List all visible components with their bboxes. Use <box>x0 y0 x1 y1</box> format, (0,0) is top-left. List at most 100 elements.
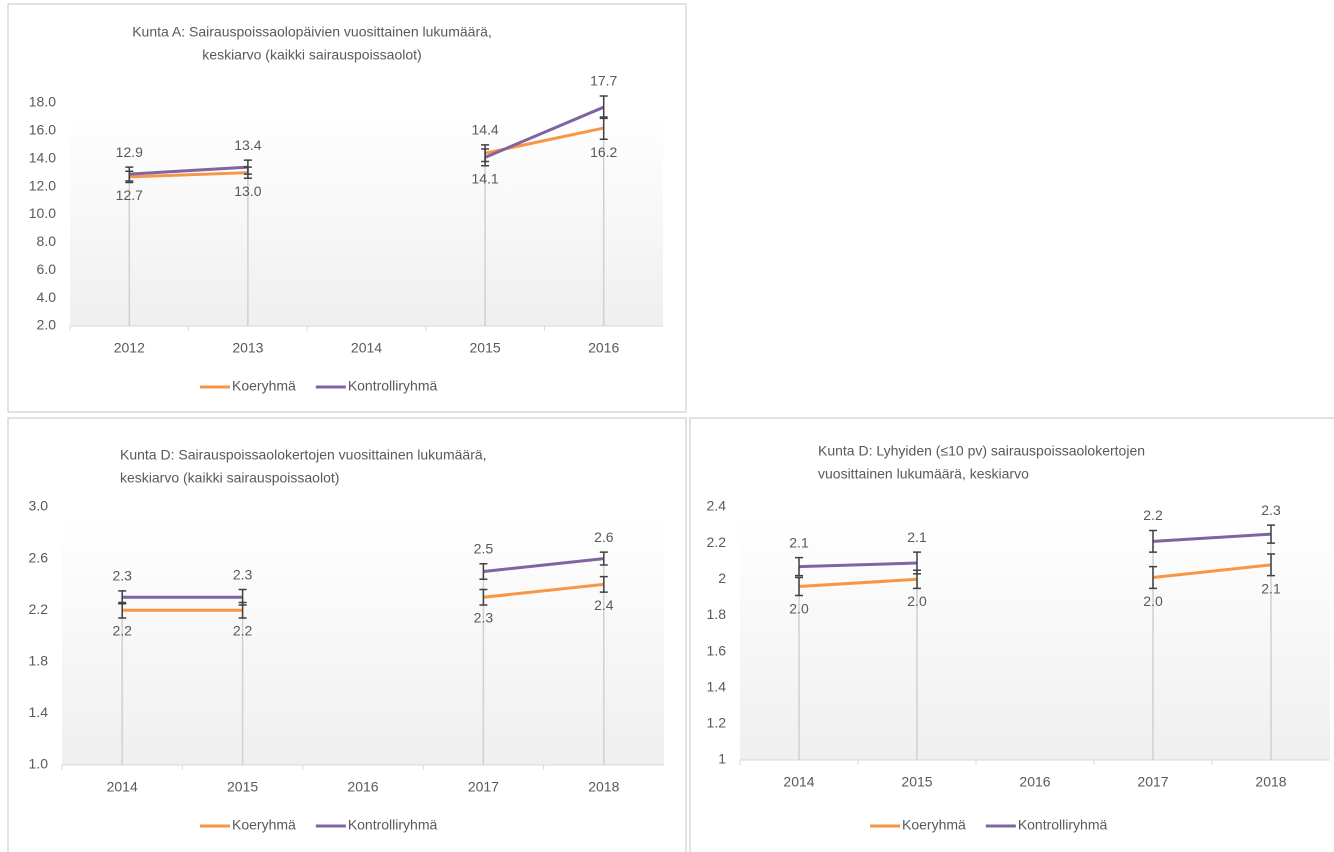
y-tick-label: 3.0 <box>29 498 49 514</box>
x-tick-label: 2014 <box>107 779 138 795</box>
y-tick-label: 18.0 <box>29 94 56 110</box>
data-label: 2.3 <box>1261 502 1281 518</box>
series-line <box>1152 532 1272 543</box>
y-tick-label: 2.2 <box>707 534 727 550</box>
error-bar <box>795 556 803 577</box>
data-label: 2.0 <box>1143 593 1163 609</box>
data-label: 2.1 <box>1261 580 1281 596</box>
x-tick-label: 2013 <box>232 340 263 356</box>
error-bar <box>243 159 252 175</box>
series-line <box>484 105 605 159</box>
x-tick-label: 2016 <box>1019 774 1050 790</box>
y-tick-label: 12.0 <box>29 177 56 193</box>
data-label: 2.1 <box>907 529 927 545</box>
y-tick-label: 14.0 <box>29 149 56 165</box>
x-tick-label: 2014 <box>351 340 382 356</box>
data-label: 2.2 <box>112 623 132 639</box>
y-tick-label: 1.2 <box>707 715 727 731</box>
legend-label: Koeryhmä <box>232 378 296 394</box>
x-tick-label: 2017 <box>1137 774 1168 790</box>
data-label: 2.2 <box>1143 507 1163 523</box>
x-tick-label: 2012 <box>114 340 145 356</box>
y-tick-label: 1.4 <box>707 678 727 694</box>
data-label: 14.1 <box>471 170 498 186</box>
y-tick-label: 2 <box>718 570 726 586</box>
x-tick-label: 2015 <box>227 779 258 795</box>
data-label: 2.2 <box>233 623 253 639</box>
plot-area <box>62 517 664 765</box>
legend-label: Kontrolliryhmä <box>348 378 438 394</box>
legend-label: Kontrolliryhmä <box>348 817 438 833</box>
data-label: 2.3 <box>474 610 494 626</box>
error-bar <box>1149 529 1157 553</box>
series-line <box>798 561 918 569</box>
chart-title: Kunta A: Sairauspoissaolopäivien vuositt… <box>132 24 492 40</box>
plot-area <box>70 113 663 326</box>
error-bar <box>1267 553 1275 577</box>
data-label: 12.9 <box>116 144 143 160</box>
series-line <box>483 582 604 599</box>
data-label: 13.0 <box>234 183 261 199</box>
error-bar <box>1149 565 1157 590</box>
legend-label: Kontrolliryhmä <box>1018 817 1108 833</box>
error-bar <box>1267 524 1275 544</box>
error-bar <box>913 551 921 575</box>
data-label: 2.4 <box>594 597 614 613</box>
data-label: 13.4 <box>234 137 261 153</box>
x-tick-label: 2015 <box>470 340 501 356</box>
data-label: 12.7 <box>116 187 143 203</box>
y-tick-label: 16.0 <box>29 122 56 138</box>
y-tick-label: 4.0 <box>37 289 57 305</box>
chart-title: vuosittainen lukumäärä, keskiarvo <box>818 466 1029 482</box>
y-tick-label: 1.8 <box>29 653 49 669</box>
x-tick-label: 2018 <box>1255 774 1286 790</box>
y-tick-label: 2.6 <box>29 549 49 565</box>
y-tick-label: 2.0 <box>37 317 57 333</box>
y-tick-label: 1.6 <box>707 642 727 658</box>
data-label: 17.7 <box>590 73 617 89</box>
legend-label: Koeryhmä <box>902 817 966 833</box>
series-line <box>483 557 604 573</box>
series-line <box>129 165 248 176</box>
y-tick-label: 10.0 <box>29 205 56 221</box>
data-label: 16.2 <box>590 144 617 160</box>
data-label: 2.0 <box>907 593 927 609</box>
error-bar <box>118 590 127 605</box>
error-bar <box>795 576 803 597</box>
error-bar <box>125 166 134 182</box>
chart-title: Kunta D: Sairauspoissaolokertojen vuosit… <box>120 447 487 463</box>
error-bar <box>481 148 490 167</box>
series-line <box>129 171 248 179</box>
chart-title: Kunta D: Lyhyiden (≤10 pv) sairauspoissa… <box>818 443 1145 459</box>
y-tick-label: 1.4 <box>29 704 49 720</box>
x-tick-label: 2016 <box>588 340 619 356</box>
error-bar <box>238 588 247 606</box>
y-tick-label: 2.2 <box>29 601 49 617</box>
x-tick-label: 2016 <box>347 779 378 795</box>
error-bar <box>479 563 488 580</box>
y-tick-label: 8.0 <box>37 233 57 249</box>
x-tick-label: 2014 <box>783 774 814 790</box>
data-label: 2.1 <box>789 534 809 550</box>
y-tick-label: 1.0 <box>29 756 49 772</box>
y-tick-label: 6.0 <box>37 261 57 277</box>
x-tick-label: 2017 <box>468 779 499 795</box>
series-line <box>1152 563 1272 579</box>
error-bar <box>599 551 608 566</box>
y-tick-label: 1 <box>718 751 726 767</box>
data-label: 2.0 <box>789 600 809 616</box>
y-tick-label: 2.4 <box>707 498 727 514</box>
chart-title: keskiarvo (kaikki sairauspoissaolot) <box>120 470 339 486</box>
series-line <box>798 577 918 589</box>
error-bar <box>479 588 488 606</box>
y-tick-label: 1.8 <box>707 606 727 622</box>
chart-title: keskiarvo (kaikki sairauspoissaolot) <box>202 47 421 63</box>
legend-label: Koeryhmä <box>232 817 296 833</box>
data-label: 2.3 <box>112 568 132 584</box>
x-tick-label: 2018 <box>588 779 619 795</box>
data-label: 14.4 <box>471 122 498 138</box>
plot-area <box>740 517 1330 760</box>
error-bar <box>599 95 608 120</box>
data-label: 2.6 <box>594 529 614 545</box>
